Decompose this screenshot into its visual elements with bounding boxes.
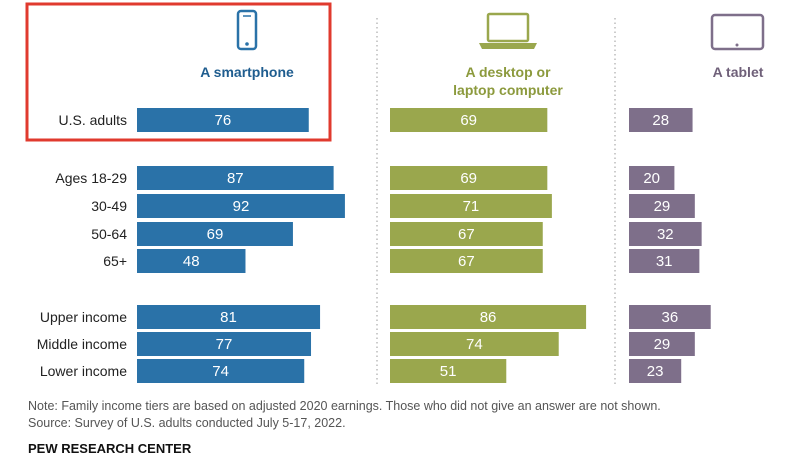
bar-label-a-smartphone-u-s-adults: 76 [215,112,232,129]
bar-a-desktop-or-laptop-computer-lower-income [390,359,507,383]
bar-label-a-tablet-50-64: 32 [657,226,674,243]
source-organization: PEW RESEARCH CENTER [28,441,192,456]
bar-a-desktop-or-laptop-computer-65 [390,249,543,273]
bar-label-a-desktop-or-laptop-computer-50-64: 67 [458,226,475,243]
bar-a-tablet-lower-income [629,359,682,383]
category-label-u-s-adults: U.S. adults [59,112,127,128]
laptop-icon-base [479,43,537,49]
bar-label-a-tablet-65: 31 [656,253,673,270]
bar-label-a-smartphone-upper-income: 81 [220,309,237,326]
category-label-65: 65+ [103,253,127,269]
bar-a-tablet-middle-income [629,332,695,356]
bar-label-a-desktop-or-laptop-computer-middle-income: 74 [466,336,483,353]
bar-a-desktop-or-laptop-computer-middle-income [390,332,559,356]
bar-a-smartphone-ages-18-29 [137,166,334,190]
bar-label-a-smartphone-30-49: 92 [233,198,250,215]
tablet-icon [710,13,765,51]
category-label-50-64: 50-64 [91,226,127,242]
smartphone-icon [236,9,258,51]
bar-a-desktop-or-laptop-computer-ages-18-29 [390,166,548,190]
column-header-a-desktop-or-laptop-computer-line-2: laptop computer [453,82,563,98]
bar-a-desktop-or-laptop-computer-u-s-adults [390,108,548,132]
bar-a-tablet-65 [629,249,700,273]
bar-label-a-tablet-ages-18-29: 20 [643,170,660,187]
bar-a-desktop-or-laptop-computer-upper-income [390,305,587,329]
bar-label-a-tablet-u-s-adults: 28 [652,112,669,129]
bar-label-a-desktop-or-laptop-computer-u-s-adults: 69 [460,112,477,129]
category-label-upper-income: Upper income [40,309,127,325]
highlight-box [25,2,332,142]
chart: A smartphone A desktop or laptop computer A… [25,2,765,385]
bar-label-a-desktop-or-laptop-computer-ages-18-29: 69 [460,170,477,187]
bar-a-tablet-u-s-adults [629,108,693,132]
bar-a-smartphone-middle-income [137,332,312,356]
bar-label-a-smartphone-50-64: 69 [207,226,224,243]
bar-label-a-desktop-or-laptop-computer-30-49: 71 [463,198,480,215]
bar-label-a-tablet-lower-income: 23 [647,363,664,380]
smartphone-icon-button [245,42,249,46]
bar-a-desktop-or-laptop-computer-50-64 [390,222,543,246]
category-label-middle-income: Middle income [37,336,127,352]
bar-label-a-smartphone-lower-income: 74 [212,363,229,380]
bar-a-smartphone-upper-income [137,305,321,329]
laptop-icon [486,12,530,43]
category-label-30-49: 30-49 [91,198,127,214]
chart-note: Note: Family income tiers are based on a… [28,399,661,413]
bar-a-desktop-or-laptop-computer-30-49 [390,194,552,218]
bar-a-smartphone-u-s-adults [137,108,309,132]
bar-a-smartphone-65 [137,249,246,273]
bar-label-a-desktop-or-laptop-computer-65: 67 [458,253,475,270]
bar-label-a-smartphone-ages-18-29: 87 [227,170,244,187]
bar-label-a-tablet-middle-income: 29 [654,336,671,353]
bar-a-tablet-30-49 [629,194,695,218]
bar-a-smartphone-lower-income [137,359,305,383]
bar-a-smartphone-30-49 [137,194,345,218]
bar-a-tablet-ages-18-29 [629,166,675,190]
category-label-lower-income: Lower income [40,363,127,379]
chart-source: Source: Survey of U.S. adults conducted … [28,416,346,430]
category-label-ages-18-29: Ages 18-29 [55,170,127,186]
bar-label-a-desktop-or-laptop-computer-upper-income: 86 [480,309,497,326]
bar-a-tablet-50-64 [629,222,702,246]
column-header-a-tablet: A tablet [713,64,764,80]
bar-a-smartphone-50-64 [137,222,293,246]
column-header-a-smartphone: A smartphone [200,64,294,80]
bar-label-a-tablet-upper-income: 36 [662,309,679,326]
bar-label-a-smartphone-middle-income: 77 [216,336,233,353]
bar-label-a-tablet-30-49: 29 [654,198,671,215]
column-header-a-desktop-or-laptop-computer-line-1: A desktop or [465,64,551,80]
bar-a-tablet-upper-income [629,305,711,329]
bar-label-a-desktop-or-laptop-computer-lower-income: 51 [440,363,457,380]
tablet-icon-button [735,43,739,47]
bar-label-a-smartphone-65: 48 [183,253,200,270]
